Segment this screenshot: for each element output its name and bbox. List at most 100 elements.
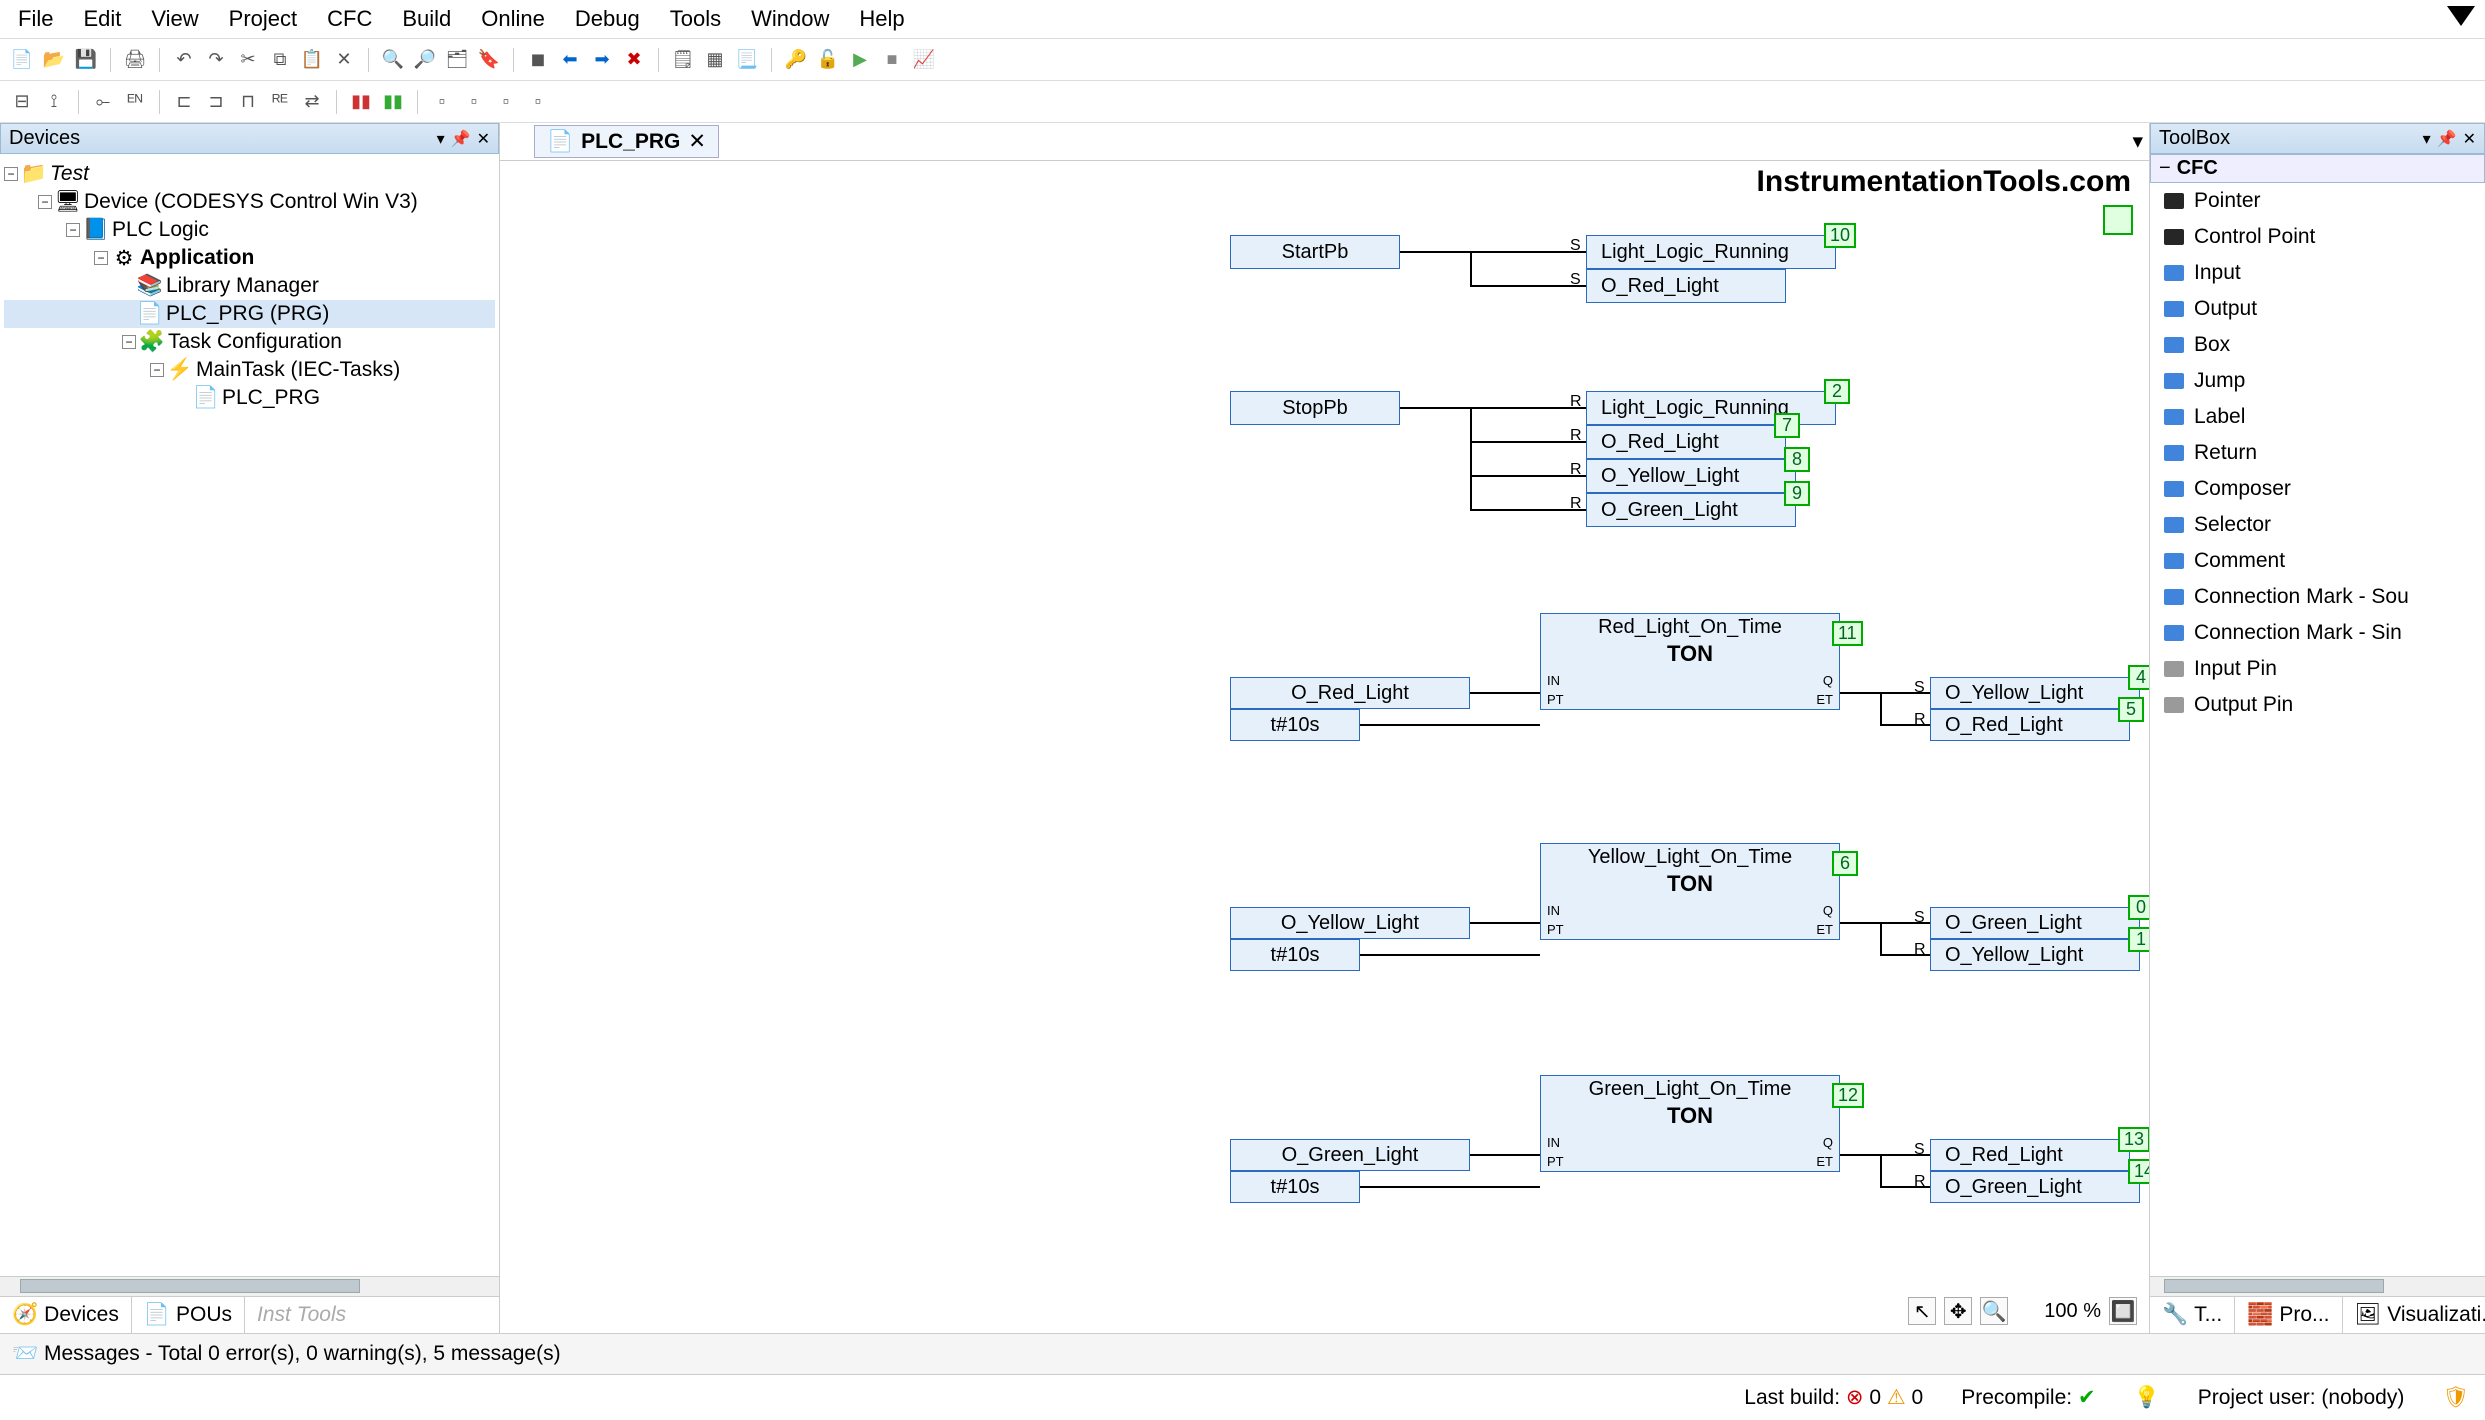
tab-devices[interactable]: 🧭 Devices: [0, 1297, 132, 1333]
cfc-input-block[interactable]: t#10s: [1230, 939, 1360, 971]
zoom-tool-icon[interactable]: 🔍: [1980, 1297, 2008, 1325]
cfc-ton-block[interactable]: Yellow_Light_On_TimeTONINQPTET: [1540, 843, 1840, 940]
tree-root[interactable]: Test: [50, 162, 89, 186]
tree-lib-mgr[interactable]: Library Manager: [166, 274, 319, 298]
logout-icon[interactable]: 🔓: [816, 48, 840, 72]
toolbox-item[interactable]: Output Pin: [2150, 687, 2485, 723]
canvas-mode-button[interactable]: [2103, 205, 2133, 235]
trace-icon[interactable]: 📈: [912, 48, 936, 72]
messages-bar[interactable]: 📨 Messages - Total 0 error(s), 0 warning…: [0, 1333, 2485, 1374]
cfc-tool-7[interactable]: ⊓: [236, 90, 260, 114]
start-icon[interactable]: ▶: [848, 48, 872, 72]
redo-icon[interactable]: ↷: [204, 48, 228, 72]
cfc-input-block[interactable]: t#10s: [1230, 709, 1360, 741]
menu-tools[interactable]: Tools: [670, 6, 721, 32]
new-icon[interactable]: 📄: [10, 48, 34, 72]
status-info-icon[interactable]: 💡: [2134, 1386, 2160, 1410]
cfc-input-block[interactable]: StopPb: [1230, 391, 1400, 425]
cfc-align-1[interactable]: ▫: [430, 90, 454, 114]
cfc-input-block[interactable]: O_Red_Light: [1230, 677, 1470, 709]
cfc-output-block[interactable]: O_Green_Light: [1930, 907, 2140, 939]
cfc-input-block[interactable]: O_Green_Light: [1230, 1139, 1470, 1171]
attach-icon[interactable]: 🗒: [671, 48, 695, 72]
tab-close-icon[interactable]: ✕: [688, 129, 706, 154]
menu-build[interactable]: Build: [402, 6, 451, 32]
find-next-icon[interactable]: 🔎: [413, 48, 437, 72]
tree-task-pou[interactable]: PLC_PRG: [222, 386, 320, 410]
menu-project[interactable]: Project: [229, 6, 297, 32]
toolbox-item[interactable]: Input: [2150, 255, 2485, 291]
toolbox-item[interactable]: Connection Mark - Sin: [2150, 615, 2485, 651]
cfc-tool-9[interactable]: ⇄: [300, 90, 324, 114]
toolbox-item[interactable]: Composer: [2150, 471, 2485, 507]
toolbox-hscroll[interactable]: [2150, 1276, 2485, 1296]
cfc-tool-10[interactable]: ▮▮: [349, 90, 373, 114]
toolbox-item[interactable]: Selector: [2150, 507, 2485, 543]
tab-plc-prg[interactable]: 📄PLC_PRG ✕: [534, 125, 719, 158]
devices-tree[interactable]: −📁Test −🖥Device (CODESYS Control Win V3)…: [0, 154, 499, 1276]
toolbox-close-icon[interactable]: ✕: [2463, 129, 2476, 149]
delete-icon[interactable]: ✕: [332, 48, 356, 72]
tree-plc-prg[interactable]: PLC_PRG (PRG): [166, 302, 329, 326]
bottom-tab-pro[interactable]: 🧱 Pro...: [2235, 1297, 2342, 1333]
toolbox-item[interactable]: Input Pin: [2150, 651, 2485, 687]
toolbox-item[interactable]: Box: [2150, 327, 2485, 363]
nav-fwd-icon[interactable]: ➡: [590, 48, 614, 72]
replace-icon[interactable]: 🗂: [445, 48, 469, 72]
toolbox-group-cfc[interactable]: −CFC: [2150, 154, 2485, 183]
bookmark-icon[interactable]: ◼: [526, 48, 550, 72]
menu-overflow-icon[interactable]: [2447, 6, 2475, 26]
cfc-tool-2[interactable]: ⟟: [42, 90, 66, 114]
tree-device[interactable]: Device (CODESYS Control Win V3): [84, 190, 418, 214]
pan-tool-icon[interactable]: ✥: [1944, 1297, 1972, 1325]
panel-close-icon[interactable]: ✕: [477, 129, 490, 149]
tree-plc-logic[interactable]: PLC Logic: [112, 218, 209, 242]
menu-help[interactable]: Help: [859, 6, 904, 32]
bottom-tab-t[interactable]: 🔧 T...: [2150, 1297, 2235, 1333]
cfc-canvas[interactable]: InstrumentationTools.com StartPbStopPbO_…: [500, 161, 2149, 1321]
menu-cfc[interactable]: CFC: [327, 6, 372, 32]
toolbox-item[interactable]: Label: [2150, 399, 2485, 435]
toolbox-item[interactable]: Connection Mark - Sou: [2150, 579, 2485, 615]
menu-file[interactable]: File: [18, 6, 53, 32]
toolbox-item[interactable]: Output: [2150, 291, 2485, 327]
toolbox-item[interactable]: Control Point: [2150, 219, 2485, 255]
nav-back-icon[interactable]: ⬅: [558, 48, 582, 72]
toolbox-item[interactable]: Pointer: [2150, 183, 2485, 219]
bottom-tab-viz[interactable]: 🖼 Visualizati...: [2343, 1297, 2485, 1333]
panel-pin-icon[interactable]: 📌: [451, 129, 471, 149]
cfc-align-3[interactable]: ▫: [494, 90, 518, 114]
cfc-input-block[interactable]: StartPb: [1230, 235, 1400, 269]
cfc-tool-8[interactable]: ᴿᴱ: [268, 90, 292, 114]
find-icon[interactable]: 🔍: [381, 48, 405, 72]
toolbox-item[interactable]: Comment: [2150, 543, 2485, 579]
tree-task-cfg[interactable]: Task Configuration: [168, 330, 342, 354]
cfc-output-block[interactable]: O_Yellow_Light: [1930, 939, 2140, 971]
menu-window[interactable]: Window: [751, 6, 829, 32]
toolbox-item[interactable]: Return: [2150, 435, 2485, 471]
toolbox-item[interactable]: Jump: [2150, 363, 2485, 399]
cut-icon[interactable]: ✂: [236, 48, 260, 72]
cfc-tool-3[interactable]: ⟜: [91, 90, 115, 114]
cfc-input-block[interactable]: t#10s: [1230, 1171, 1360, 1203]
cfc-output-block[interactable]: O_Yellow_Light: [1930, 677, 2140, 709]
zoom-fit-icon[interactable]: 🔲: [2109, 1297, 2137, 1325]
cfc-tool-4[interactable]: ᴱᴺ: [123, 90, 147, 114]
tree-application[interactable]: Application: [140, 246, 254, 270]
cfc-tool-6[interactable]: ⊐: [204, 90, 228, 114]
tab-pous[interactable]: 📄 POUs: [132, 1297, 245, 1333]
paste-icon[interactable]: 📋: [300, 48, 324, 72]
panel-dropdown-icon[interactable]: ▾: [437, 129, 445, 149]
undo-icon[interactable]: ↶: [172, 48, 196, 72]
bookmark-toggle-icon[interactable]: 🔖: [477, 48, 501, 72]
cfc-output-block[interactable]: O_Red_Light: [1586, 269, 1786, 303]
cfc-output-block[interactable]: O_Green_Light: [1930, 1171, 2140, 1203]
tree-main-task[interactable]: MainTask (IEC-Tasks): [196, 358, 400, 382]
cfc-input-block[interactable]: O_Yellow_Light: [1230, 907, 1470, 939]
print-icon[interactable]: 🖨: [123, 48, 147, 72]
cfc-output-block[interactable]: O_Red_Light: [1586, 425, 1786, 459]
stop-icon[interactable]: ■: [880, 48, 904, 72]
status-shield-icon[interactable]: 🛡: [2442, 1386, 2469, 1410]
menu-online[interactable]: Online: [481, 6, 545, 32]
cfc-output-block[interactable]: O_Yellow_Light: [1586, 459, 1796, 493]
